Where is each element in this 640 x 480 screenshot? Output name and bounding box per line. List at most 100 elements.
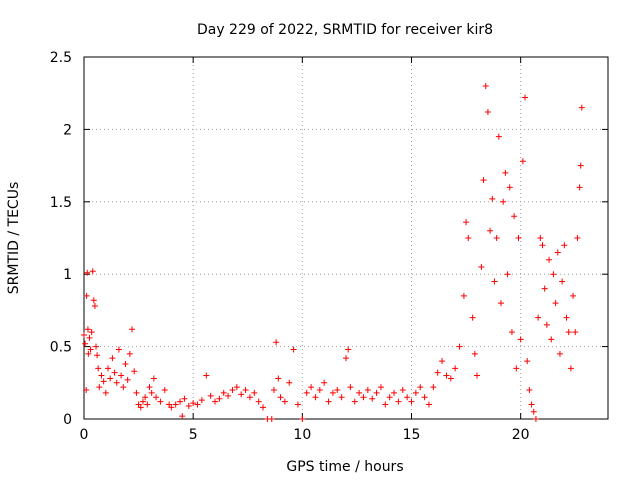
data-point (465, 235, 472, 241)
data-point (484, 109, 491, 116)
data-point (120, 384, 127, 391)
data-point (559, 278, 566, 285)
data-point (347, 384, 354, 391)
data-point (87, 346, 94, 353)
data-point (478, 263, 485, 270)
data-point (574, 235, 581, 241)
data-point (567, 365, 574, 372)
y-tick-label: 2.5 (50, 50, 72, 66)
data-point (364, 387, 371, 394)
data-point (109, 355, 116, 362)
data-point (345, 346, 352, 353)
data-point (299, 416, 306, 422)
data-point (471, 350, 478, 357)
x-axis-title: GPS time / hours (286, 459, 403, 475)
data-point (131, 368, 138, 375)
data-point (522, 94, 529, 101)
data-point (517, 336, 524, 343)
data-point (539, 242, 546, 249)
data-point (500, 198, 507, 205)
data-point (338, 394, 345, 401)
data-point (572, 329, 579, 336)
data-point (421, 394, 428, 401)
data-point (325, 398, 332, 405)
data-point (439, 358, 446, 365)
data-point (107, 375, 114, 382)
data-point (172, 401, 179, 408)
data-point (506, 184, 513, 191)
data-point (504, 271, 511, 278)
data-point (556, 350, 563, 357)
data-point (113, 379, 120, 386)
data-point (434, 369, 441, 376)
data-point (541, 285, 548, 292)
data-point (412, 389, 419, 396)
data-point (115, 346, 122, 353)
data-point (456, 343, 463, 350)
data-point (88, 329, 95, 336)
chart-title: Day 229 of 2022, SRMTID for receiver kir… (197, 22, 493, 38)
data-point (373, 389, 380, 396)
data-point (535, 314, 542, 321)
data-point (286, 379, 293, 386)
data-point (161, 387, 168, 394)
data-point (524, 358, 531, 365)
data-point (83, 292, 90, 299)
data-point (255, 398, 262, 405)
data-point (251, 389, 258, 396)
data-point (238, 391, 245, 398)
data-point (294, 401, 301, 408)
data-point (142, 394, 149, 401)
data-point (212, 398, 218, 405)
data-point (447, 375, 454, 382)
x-tick-label: 10 (293, 427, 311, 443)
data-point (198, 397, 205, 404)
data-point (532, 416, 539, 422)
data-point (82, 340, 89, 347)
data-point (508, 329, 515, 336)
data-point (270, 387, 277, 394)
data-point (181, 395, 188, 402)
data-point (89, 268, 96, 275)
data-point (220, 389, 227, 396)
data-point (519, 158, 526, 165)
data-point (94, 352, 101, 359)
y-axis-title: SRMTID / TECUs (6, 182, 22, 295)
data-point (526, 387, 533, 394)
data-point (203, 372, 210, 379)
x-tick-label: 5 (189, 427, 198, 443)
data-point (137, 404, 144, 411)
data-point (84, 269, 91, 276)
data-point (277, 394, 284, 401)
data-point (570, 292, 577, 299)
data-point (515, 235, 522, 241)
data-point (93, 343, 100, 350)
axis-ticks: 0 5 10 15 20 0 0.5 1 1.5 2 2.5 (50, 50, 608, 443)
plot-frame (83, 56, 609, 420)
data-point (290, 346, 297, 353)
data-point (391, 389, 398, 396)
data-point (144, 401, 151, 408)
data-point (576, 184, 583, 191)
data-point (480, 177, 487, 184)
data-point (146, 384, 153, 391)
data-point (105, 365, 112, 372)
data-point (329, 389, 336, 396)
data-point (395, 398, 402, 405)
data-points (81, 82, 585, 422)
data-point (312, 394, 319, 401)
data-point (268, 416, 275, 422)
data-point (308, 384, 315, 391)
data-point (102, 389, 109, 396)
data-point (550, 271, 557, 278)
data-point (273, 339, 280, 346)
x-tick-label: 20 (512, 427, 530, 443)
data-point (369, 395, 376, 402)
data-point (124, 376, 131, 383)
data-point (225, 392, 232, 399)
y-tick-label: 1.5 (50, 195, 72, 211)
data-point (90, 297, 97, 304)
data-point (528, 401, 535, 408)
data-point (321, 379, 328, 386)
data-point (463, 219, 470, 226)
